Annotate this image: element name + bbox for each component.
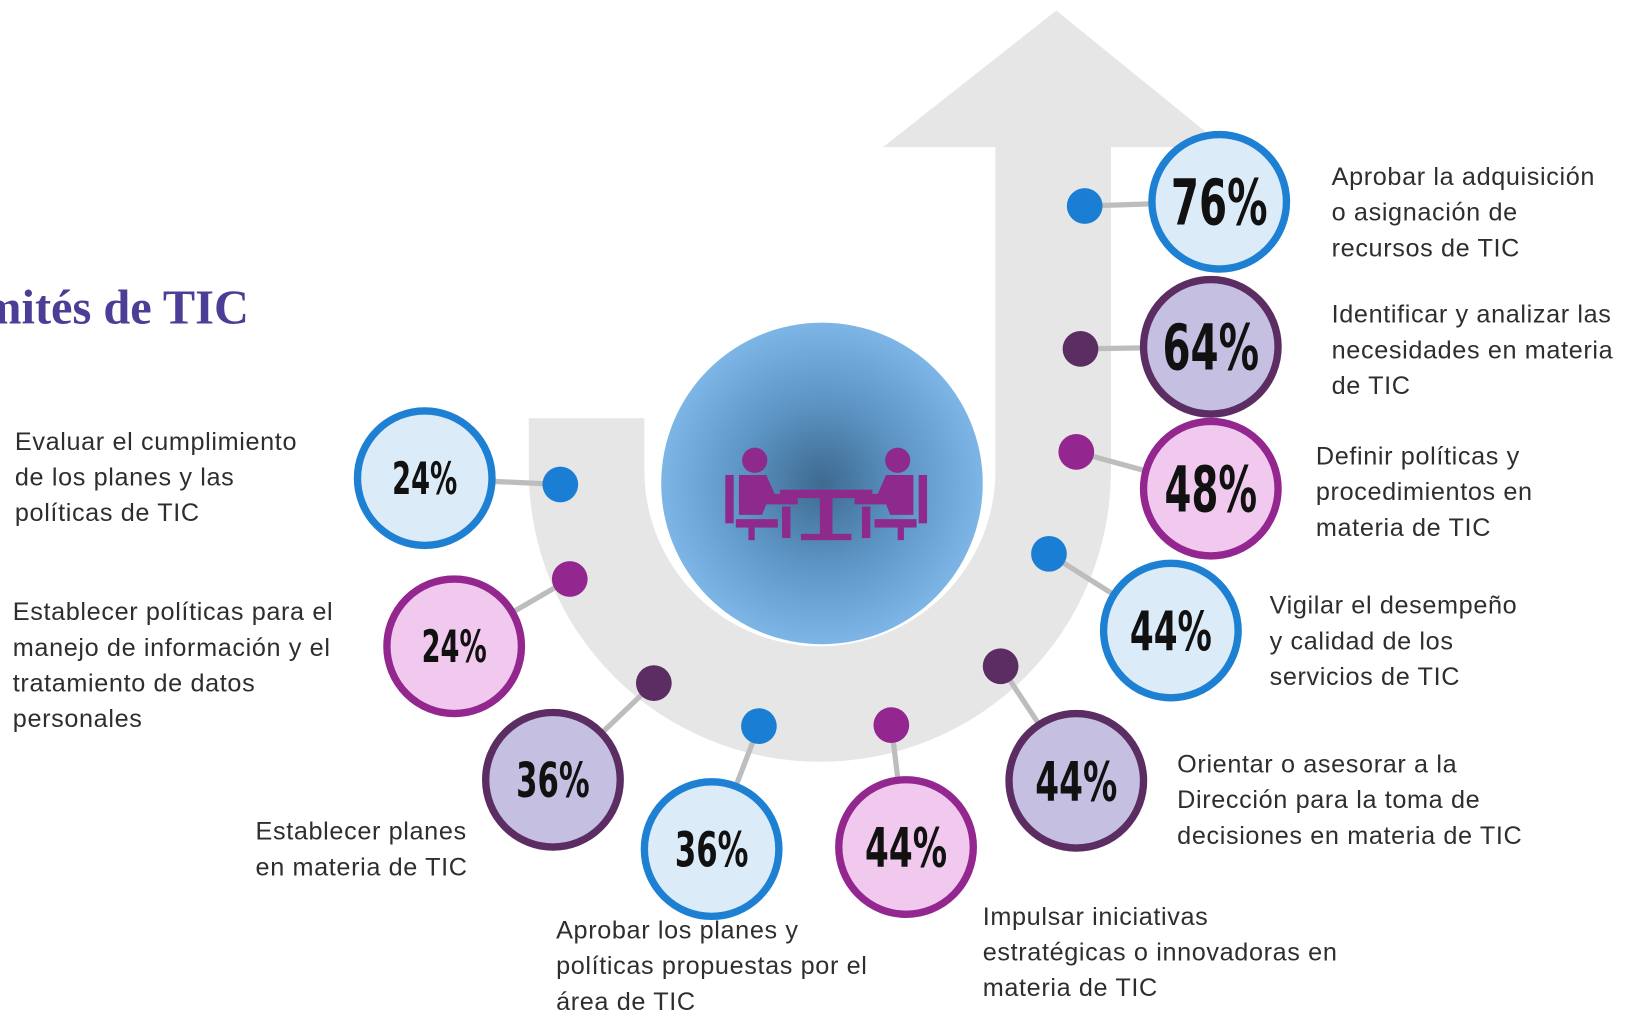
item-label: personales	[13, 705, 143, 733]
dot	[1031, 535, 1067, 572]
item-label: Dirección para la toma de	[1177, 786, 1480, 814]
dot	[551, 561, 588, 597]
percent-circle	[640, 778, 783, 921]
percent-value: 24%	[392, 454, 457, 505]
item-label: políticas de TIC	[15, 499, 200, 527]
item-label: Aprobar la adquisición	[1332, 163, 1595, 191]
item-label: Orientar o asesorar a la	[1177, 750, 1457, 778]
percent-circle	[835, 776, 977, 918]
dot	[1062, 331, 1099, 367]
item-label: Identificar y analizar las	[1332, 301, 1612, 329]
item-label: estratégicas o innovadoras en	[983, 939, 1338, 967]
item-label: de los planes y las	[15, 464, 234, 492]
title: mités de TIC	[0, 282, 249, 335]
item-label: Establecer políticas para el	[13, 598, 333, 626]
item-label: área de TIC	[556, 988, 696, 1012]
percent-circle	[1148, 130, 1291, 273]
percent-circle	[1099, 559, 1242, 702]
item-label: tratamiento de datos	[13, 669, 256, 697]
item-label: Impulsar iniciativas	[983, 903, 1209, 931]
item-label: Vigilar el desempeño	[1270, 592, 1518, 620]
meeting-icon	[725, 447, 928, 541]
percent-circle	[1139, 275, 1282, 418]
item-label: Aprobar los planes y	[556, 916, 799, 944]
item-label: materia de TIC	[1316, 514, 1491, 542]
dot	[635, 665, 672, 701]
item-label: Evaluar el cumplimiento	[15, 428, 297, 456]
item-label: o asignación de	[1332, 199, 1518, 227]
percent-circle	[353, 407, 496, 550]
item-label: en materia de TIC	[256, 853, 468, 881]
u-arrow	[528, 10, 1225, 762]
item-label: decisiones en materia de TIC	[1177, 822, 1522, 850]
percent-value: 48%	[1165, 452, 1257, 526]
dot	[982, 648, 1019, 685]
percent-value: 44%	[1130, 599, 1212, 663]
item-label: de TIC	[1332, 372, 1411, 400]
percent-circle	[482, 708, 624, 851]
percent-value: 44%	[865, 816, 947, 880]
percent-value: 36%	[516, 753, 590, 809]
dot	[873, 707, 910, 743]
percent-circle	[383, 575, 526, 718]
percent-value: 44%	[1035, 749, 1117, 813]
item-label: Establecer planes	[256, 818, 467, 846]
item-label: servicios de TIC	[1270, 663, 1460, 691]
percent-value: 24%	[422, 622, 487, 673]
dot	[741, 708, 777, 745]
item-label: recursos de TIC	[1332, 234, 1520, 262]
percent-value: 36%	[675, 823, 749, 879]
dot	[1066, 188, 1103, 224]
percent-circle	[1005, 709, 1148, 852]
item-label: materia de TIC	[983, 974, 1158, 1002]
item-label: y calidad de los	[1270, 627, 1454, 655]
dot	[542, 466, 579, 503]
item-label: necesidades en materia	[1332, 336, 1614, 364]
item-label: manejo de información y el	[13, 634, 331, 662]
center-circle	[661, 322, 983, 645]
percent-value: 64%	[1162, 310, 1259, 384]
percent-circle	[1139, 417, 1282, 560]
item-label: Definir políticas y	[1316, 442, 1520, 470]
percent-value: 76%	[1171, 165, 1268, 239]
item-label: políticas propuestas por el	[556, 952, 867, 980]
item-label: procedimientos en	[1316, 478, 1533, 506]
dot	[1058, 434, 1095, 470]
